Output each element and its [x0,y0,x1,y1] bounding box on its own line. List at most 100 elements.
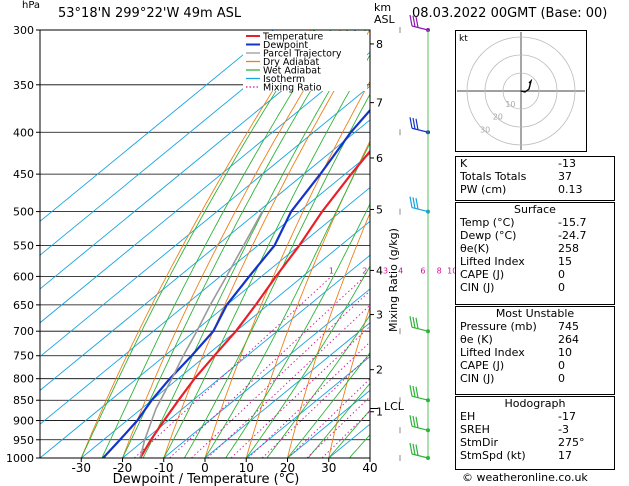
isotherm-line [40,51,370,324]
index-value: 264 [558,333,579,346]
wind-barb-flag [415,416,419,428]
index-value: -3 [558,423,569,436]
isotherm-line [40,153,370,425]
legend-label: Wet Adiabat [263,66,321,77]
index-label: Totals Totals [460,170,527,183]
table-row: θe(K) 258 [456,242,614,255]
series-dewpoint [102,108,370,458]
height-axis: 1 2 3 4 5 6 7 8 [370,38,383,419]
temperature-axis: -30 -20 -10 0 10 20 30 40 [71,458,378,475]
height-tick-label: 3 [376,309,383,322]
wind-barb-flag [412,443,416,455]
height-tick-label: 1 [376,406,383,419]
hodograph-ring-label: 30 [480,125,490,134]
wind-barb-flag [415,386,419,398]
wet-adiabat-line [184,93,370,458]
pressure-tick-label: 600 [13,270,34,283]
hodograph-ring-label: 10 [505,100,515,109]
mixing-ratio-label: 8 [437,266,442,275]
index-value: 15 [558,255,572,268]
mixing-ratio-label: 2 [362,266,367,275]
hodograph-ring [466,36,576,146]
temperature-tick-label: 0 [201,461,209,475]
datetime-label: 08.03.2022 00GMT (Base: 00) [412,6,608,21]
pressure-tick-label: 350 [13,79,34,92]
wind-barbs [399,14,430,461]
legend-label: Dewpoint [263,40,308,51]
km-unit-label: km [374,1,392,14]
wind-barb-flag [412,117,416,130]
index-value: 0.13 [558,183,583,196]
isotherm-line [40,30,357,290]
index-value: 275° [558,436,585,449]
hpa-unit-label: hPa [22,0,41,11]
temperature-tick-label: 30 [321,461,336,475]
mixing-ratio-labels: 12346810152025 [329,266,455,275]
height-tick-label: 2 [376,364,383,377]
table-row: CAPE (J) 0 [456,359,614,372]
hodograph-ring [502,72,540,110]
isotherm-line [246,356,370,458]
index-value: -13 [558,157,576,170]
hodograph-indices-title: Hodograph [504,397,566,410]
wind-barb [409,117,430,135]
pressure-axis: 300 350 400 450 500 550 600 650 700 750 800 850 900 9… [6,24,40,465]
sounding-series [102,108,370,458]
wet-adiabat-line [142,30,366,458]
index-label: EH [460,410,476,423]
pressure-tick-label: 850 [13,394,34,407]
table-row: Pressure (mb) 745 [456,320,614,333]
dry-adiabat-line [369,455,370,458]
index-label: Lifted Index [460,255,525,268]
table-row: EH -17 [456,410,614,423]
wind-barb-flag [415,317,419,329]
isotherm-line [40,85,370,358]
dry-adiabat-line [287,212,370,458]
table-row: CAPE (J) 0 [456,268,614,281]
index-label: StmDir [460,436,499,449]
wet-adiabat-line [163,54,370,458]
isotherm-line [204,322,370,458]
wind-barb-flag [409,14,413,27]
table-row: θe (K) 264 [456,333,614,346]
table-row: CIN (J) 0 [456,372,614,385]
background-lines [40,30,370,458]
wind-barb-flag [409,117,413,129]
pressure-tick-label: 900 [13,415,34,428]
pressure-tick-label: 1000 [6,452,34,465]
index-label: SREH [460,423,490,436]
wet-adiabat-line [245,265,370,458]
index-label: CAPE (J) [460,268,505,281]
index-label: CIN (J) [460,281,495,294]
table-row: Totals Totals 37 [456,170,614,183]
pressure-tick-label: 950 [13,434,34,447]
mixing-ratio-axis-title: Mixing Ratio (g/kg) [387,228,400,332]
index-label: CAPE (J) [460,359,505,372]
index-label: StmSpd (kt) [460,449,526,462]
wind-barb [409,385,430,403]
pressure-tick-label: 500 [13,206,34,219]
dry-adiabat-line [245,140,370,458]
wet-adiabat-line [307,382,370,458]
wind-barb-flag [409,316,413,328]
wind-barb-flag [409,442,413,455]
height-tick-label: 5 [376,203,383,216]
series-temperature [139,149,370,458]
asl-unit-label: ASL [374,13,395,26]
dry-adiabat-line [122,30,341,458]
mixing-ratio-line [169,276,366,458]
height-tick-label: 4 [376,264,383,277]
wind-barb-flag [412,316,416,329]
wind-barb [409,316,430,334]
location-label: 53°18'N 299°22'W 49m ASL [58,6,242,21]
dry-adiabat-line [328,305,370,458]
copyright-footer: © weatheronline.co.uk [462,471,588,484]
temperature-tick-label: 20 [280,461,295,475]
wind-barb [409,14,430,32]
index-value: 258 [558,242,579,255]
index-label: Temp (°C) [460,216,515,229]
wet-adiabat-line [369,457,370,458]
mixing-ratio-label: 10 [447,266,455,275]
wind-barb-flag [415,118,419,130]
